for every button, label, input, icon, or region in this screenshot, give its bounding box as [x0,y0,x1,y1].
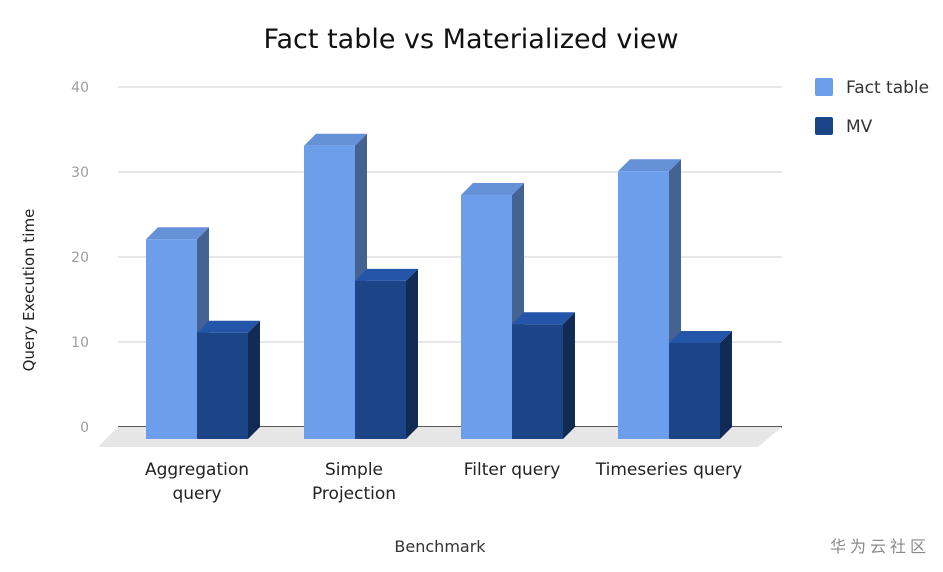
legend: Fact table MV [815,78,929,137]
bar-fact-table [146,227,209,439]
bar-front [669,342,720,439]
x-axis-categories: Aggregation query Simple Projection Filter q… [145,460,742,504]
bar-mv [512,312,575,439]
bar-top [461,183,524,196]
watermark: 华为云社区 [830,537,930,556]
bars [146,133,732,439]
legend-swatch [815,117,833,135]
bar-top [355,268,418,281]
y-tick-label: 10 [71,335,89,351]
bar-side [248,320,260,439]
bar-top [618,159,681,172]
y-axis-ticks: 0 10 20 30 40 [71,80,89,436]
bar-side [720,330,732,439]
x-tick-label: Aggregation query [145,460,249,504]
y-tick-label: 0 [80,420,89,436]
y-tick-label: 30 [71,165,89,181]
x-axis-label: Benchmark [394,537,486,556]
bar-front [355,280,406,439]
x-tick-label: Filter query [464,460,561,480]
chart-floor [98,427,782,447]
bar-top [197,320,260,333]
bar-front [461,195,512,439]
bar-front [197,332,248,439]
legend-label: MV [846,117,873,137]
y-axis-label: Query Execution time [20,209,38,372]
bar-top [512,312,575,325]
bar-top [304,133,367,146]
bar-top [146,227,209,240]
bar-fact-table [461,183,524,439]
legend-label: Fact table [846,78,929,98]
bar-mv [197,320,260,439]
y-tick-label: 20 [71,250,89,266]
x-tick-label: Simple Projection [312,460,396,504]
x-tick-label: Timeseries query [595,460,742,480]
bar-top [669,330,732,343]
bar-mv [669,330,732,439]
bar-front [304,145,355,439]
bar-front [618,171,669,439]
legend-swatch [815,78,833,96]
bar-mv [355,268,418,439]
bar-front [146,239,197,439]
y-tick-label: 40 [71,80,89,96]
bar-side [563,312,575,439]
bar-front [512,324,563,439]
floor-plane [98,427,782,447]
bar-side [406,268,418,439]
chart-title: Fact table vs Materialized view [263,24,678,55]
